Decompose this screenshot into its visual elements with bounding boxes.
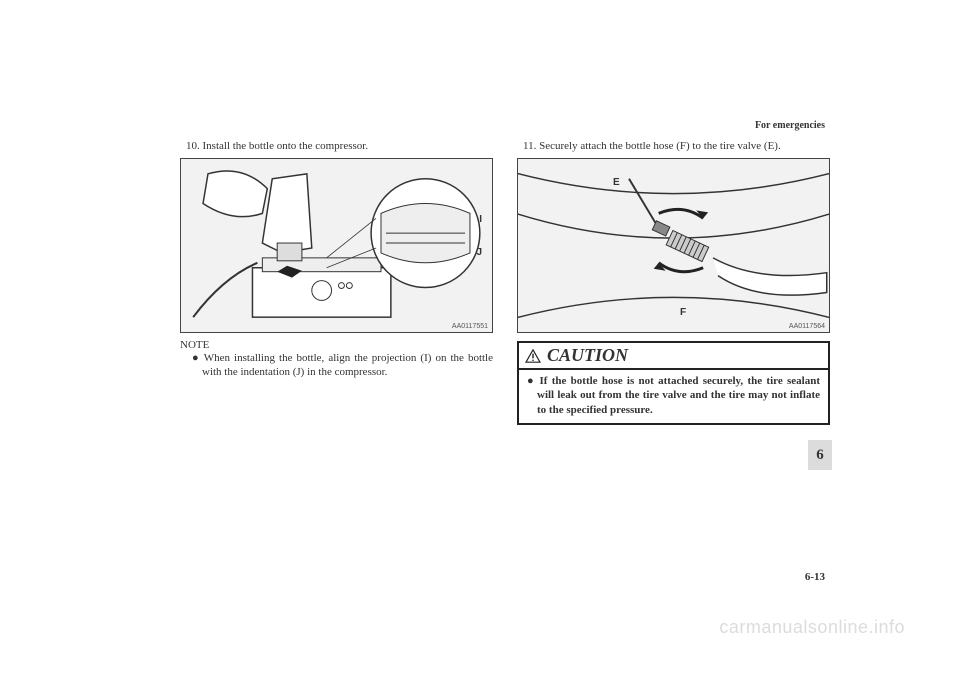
figure-code-right: AA0117564 bbox=[789, 323, 825, 330]
caution-box: CAUTION ● If the bottle hose is not atta… bbox=[517, 341, 830, 425]
left-column: 10. Install the bottle onto the compress… bbox=[180, 140, 493, 425]
note-heading: NOTE bbox=[180, 339, 493, 351]
page-number: 6-13 bbox=[805, 571, 825, 583]
label-I: I bbox=[479, 214, 482, 225]
illustration-tire-valve bbox=[518, 159, 829, 332]
step-11-text: 11. Securely attach the bottle hose (F) … bbox=[517, 140, 830, 152]
section-header: For emergencies bbox=[755, 120, 825, 131]
caution-body: ● If the bottle hose is not attached sec… bbox=[519, 370, 828, 423]
right-column: 11. Securely attach the bottle hose (F) … bbox=[517, 140, 830, 425]
warning-icon bbox=[525, 349, 541, 363]
figure-bottle-compressor: I J AA0117551 bbox=[180, 158, 493, 333]
watermark: carmanualsonline.info bbox=[719, 617, 905, 638]
figure-tire-valve: E F AA0117564 bbox=[517, 158, 830, 333]
label-F: F bbox=[680, 307, 686, 318]
caution-title-row: CAUTION bbox=[519, 343, 828, 370]
content-columns: 10. Install the bottle onto the compress… bbox=[180, 140, 830, 425]
step-10-text: 10. Install the bottle onto the compress… bbox=[180, 140, 493, 152]
section-tab: 6 bbox=[808, 440, 832, 470]
note-item: ● When installing the bottle, align the … bbox=[180, 351, 493, 380]
caution-title: CAUTION bbox=[547, 345, 628, 366]
figure-code-left: AA0117551 bbox=[452, 323, 488, 330]
illustration-compressor bbox=[181, 159, 492, 332]
label-E: E bbox=[613, 177, 620, 188]
manual-page: For emergencies 10. Install the bottle o… bbox=[0, 0, 960, 678]
label-J: J bbox=[476, 247, 482, 258]
